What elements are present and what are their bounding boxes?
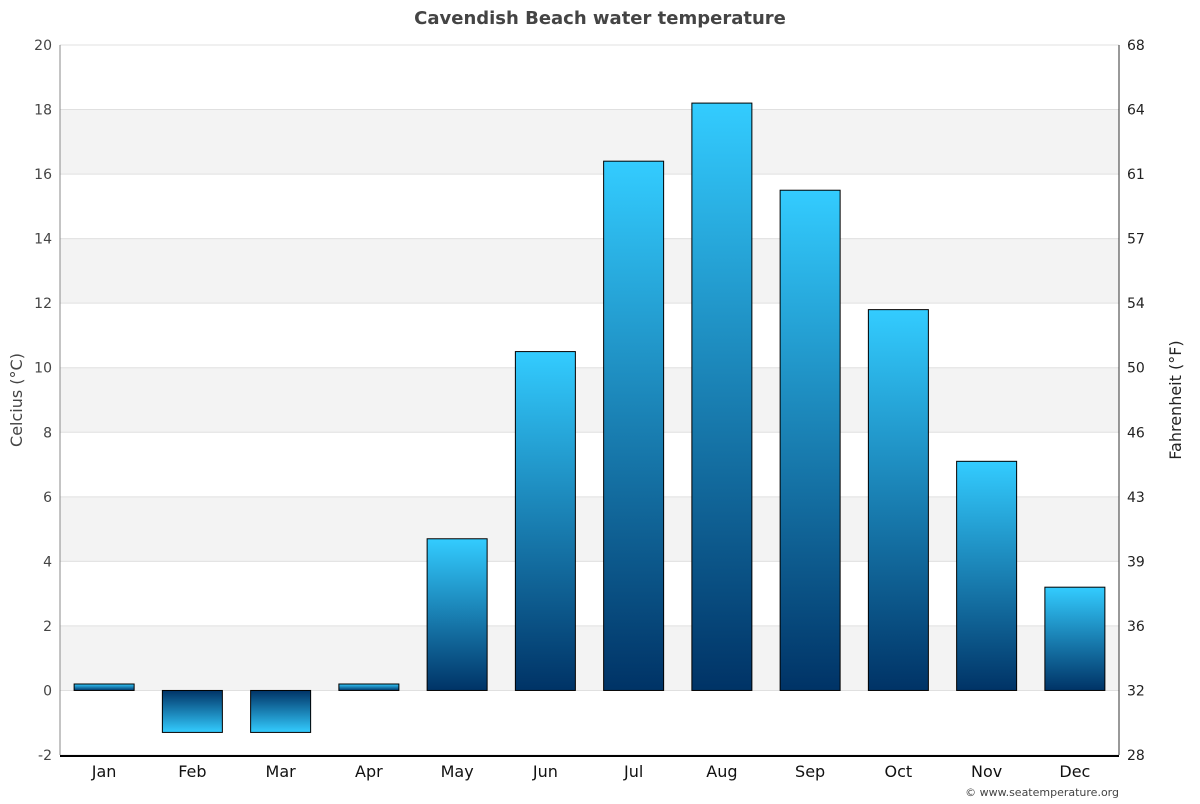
- y2-tick-label: 46: [1127, 425, 1145, 441]
- bar-apr: [338, 683, 400, 691]
- y2-tick-label: 68: [1127, 38, 1145, 54]
- y2-tick-label: 43: [1127, 490, 1145, 506]
- y-axis-label: Celcius (°C): [7, 353, 26, 447]
- y2-tick-label: 54: [1127, 296, 1145, 312]
- bar-jul: [603, 160, 665, 691]
- y-tick-label: 0: [43, 683, 52, 699]
- y2-tick-label: 28: [1127, 748, 1145, 764]
- y2-tick-label: 39: [1127, 554, 1145, 570]
- x-tick-label: Sep: [795, 762, 825, 781]
- x-tick-label: Dec: [1059, 762, 1090, 781]
- y-tick-label: 12: [34, 296, 52, 312]
- bar-jun: [514, 351, 576, 691]
- y-tick-label: 10: [34, 361, 52, 377]
- chart-title: Cavendish Beach water temperature: [414, 8, 786, 29]
- y-tick-label: 14: [34, 232, 52, 248]
- y2-tick-label: 32: [1127, 683, 1145, 699]
- x-tick-label: Oct: [885, 762, 913, 781]
- y-tick-label: 2: [43, 619, 52, 635]
- grid-band: [60, 625, 1119, 691]
- x-tick-label: Jun: [532, 762, 558, 781]
- y2-tick-label: 36: [1127, 619, 1145, 635]
- y-tick-label: 16: [34, 167, 52, 183]
- y-tick-label: 20: [34, 38, 52, 54]
- x-tick-label: Feb: [178, 762, 206, 781]
- y-tick-label: 8: [43, 425, 52, 441]
- bar-aug: [691, 102, 753, 691]
- y2-tick-label: 61: [1127, 167, 1145, 183]
- x-tick-label: Mar: [266, 762, 297, 781]
- bar-oct: [867, 309, 929, 691]
- y2-axis-label: Fahrenheit (°F): [1166, 340, 1185, 459]
- bar-sep: [779, 189, 841, 691]
- y2-tick-label: 64: [1127, 103, 1145, 119]
- x-tick-label: Jan: [91, 762, 117, 781]
- y-tick-label: 4: [43, 554, 52, 570]
- y2-tick-label: 57: [1127, 232, 1145, 248]
- bar-mar: [250, 689, 312, 733]
- grid-band: [60, 238, 1119, 304]
- x-tick-label: Jul: [623, 762, 643, 781]
- grid-band: [60, 496, 1119, 562]
- y2-tick-label: 50: [1127, 361, 1145, 377]
- y-tick-label: 18: [34, 103, 52, 119]
- bar-nov: [956, 460, 1018, 691]
- x-tick-label: Nov: [971, 762, 1002, 781]
- x-tick-label: Aug: [706, 762, 737, 781]
- x-tick-label: May: [441, 762, 474, 781]
- bar-may: [426, 538, 488, 691]
- y-tick-label: 6: [43, 490, 52, 506]
- grid-band: [60, 109, 1119, 175]
- x-tick-label: Apr: [355, 762, 383, 781]
- y-tick-label: -2: [38, 748, 52, 764]
- credit: © www.seatemperature.org: [965, 786, 1119, 799]
- bar-feb: [161, 689, 223, 733]
- grid-band: [60, 367, 1119, 433]
- bar-jan: [73, 683, 135, 691]
- bar-dec: [1044, 586, 1106, 691]
